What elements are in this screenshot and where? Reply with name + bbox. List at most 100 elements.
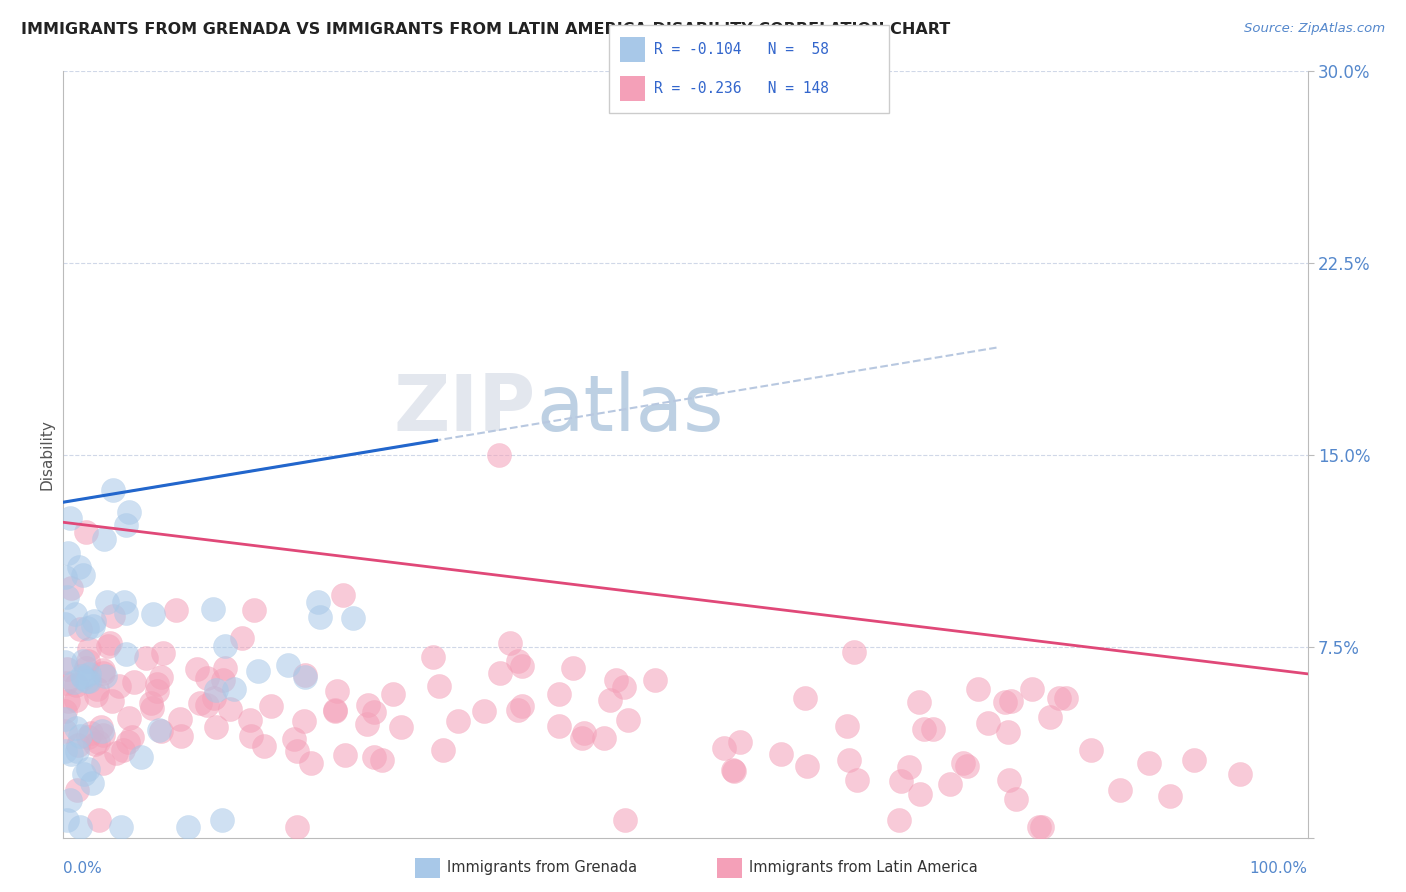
Point <box>1159 710 1181 724</box>
Point <box>93 487 115 501</box>
Point <box>82 402 104 417</box>
Point <box>66 618 89 632</box>
Point <box>91 599 114 614</box>
Text: Immigrants from Latin America: Immigrants from Latin America <box>749 861 979 875</box>
Point <box>148 591 170 605</box>
Point <box>956 657 979 671</box>
Point <box>1000 538 1022 552</box>
Point <box>77 442 100 457</box>
Text: R = -0.236   N = 148: R = -0.236 N = 148 <box>654 81 828 95</box>
Point <box>224 515 246 529</box>
Point <box>117 613 139 627</box>
Point <box>242 372 264 386</box>
Point <box>76 603 98 617</box>
Point <box>188 541 211 555</box>
Point <box>76 405 98 419</box>
Point <box>63 502 86 516</box>
Point <box>1182 645 1205 659</box>
Point <box>65 508 87 523</box>
Point <box>82 686 104 700</box>
Point <box>72 310 94 324</box>
Point <box>101 153 124 168</box>
Point <box>721 664 744 678</box>
Point <box>897 657 920 672</box>
Point <box>89 755 111 769</box>
Point <box>1021 515 1043 529</box>
Point <box>114 217 136 231</box>
Point <box>1031 767 1053 781</box>
Point <box>1047 533 1070 548</box>
Point <box>55 505 77 519</box>
Point <box>970 819 993 833</box>
Point <box>730 613 752 627</box>
Point <box>548 524 571 539</box>
Point <box>118 569 141 583</box>
Point <box>205 585 228 599</box>
Point <box>91 481 114 495</box>
Point <box>561 478 583 492</box>
Point <box>796 657 818 671</box>
Point <box>75 230 97 244</box>
Point <box>292 574 315 589</box>
Y-axis label: Disability: Disability <box>39 419 55 491</box>
Point <box>73 670 96 684</box>
Point <box>59 333 82 347</box>
Point <box>69 767 91 781</box>
Point <box>335 637 357 651</box>
Point <box>66 699 89 714</box>
Point <box>887 755 910 769</box>
Point <box>98 433 121 447</box>
Point <box>59 633 82 648</box>
Text: IMMIGRANTS FROM GRENADA VS IMMIGRANTS FROM LATIN AMERICA DISABILITY CORRELATION : IMMIGRANTS FROM GRENADA VS IMMIGRANTS FR… <box>21 22 950 37</box>
Point <box>211 755 233 769</box>
Point <box>146 507 169 521</box>
Point <box>922 588 945 602</box>
Point <box>1080 626 1102 640</box>
Point <box>908 706 931 721</box>
Point <box>219 553 242 567</box>
Point <box>510 475 533 489</box>
Point <box>427 511 450 525</box>
Point <box>447 574 470 588</box>
Point <box>838 645 860 659</box>
Point <box>613 513 636 527</box>
Point <box>309 384 332 399</box>
Point <box>845 681 868 695</box>
Point <box>76 500 98 515</box>
Point <box>72 491 94 506</box>
Point <box>53 557 76 571</box>
Point <box>146 520 169 534</box>
Point <box>326 519 349 533</box>
Point <box>1098 819 1121 833</box>
Point <box>170 601 193 615</box>
Point <box>202 533 225 547</box>
Point <box>121 602 143 616</box>
Point <box>285 628 308 642</box>
Text: Immigrants from Grenada: Immigrants from Grenada <box>447 861 637 875</box>
Point <box>307 357 329 371</box>
Point <box>1054 532 1077 546</box>
Point <box>84 615 107 629</box>
Point <box>87 613 110 627</box>
Point <box>1137 649 1160 664</box>
Point <box>94 491 117 506</box>
Point <box>599 535 621 549</box>
Point <box>186 479 208 493</box>
Point <box>572 596 595 610</box>
Point <box>294 491 316 505</box>
Point <box>283 607 305 622</box>
Point <box>53 312 76 326</box>
Point <box>325 557 347 571</box>
Point <box>547 583 569 598</box>
Point <box>605 500 627 514</box>
Point <box>53 592 76 607</box>
Point <box>912 589 935 603</box>
Point <box>129 640 152 654</box>
Text: 0.0%: 0.0% <box>63 862 103 877</box>
Point <box>67 294 90 309</box>
Point <box>84 527 107 541</box>
Point <box>644 500 666 514</box>
Point <box>908 540 931 554</box>
Text: ZIP: ZIP <box>394 371 536 447</box>
Point <box>508 553 530 567</box>
